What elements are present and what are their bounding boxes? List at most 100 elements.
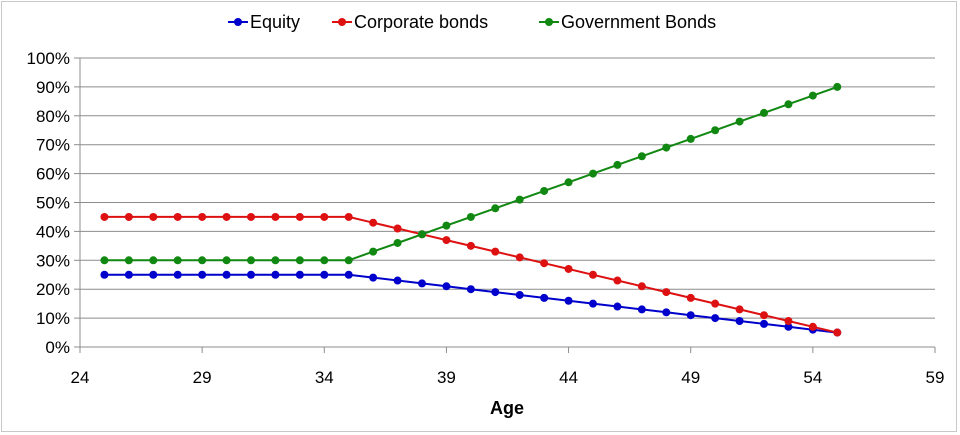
- y-tick-label: 100%: [27, 49, 70, 68]
- data-point: [344, 256, 353, 265]
- data-point: [344, 270, 353, 279]
- data-point: [320, 270, 329, 279]
- data-point: [418, 230, 426, 239]
- data-point: [369, 218, 378, 227]
- gridlines: [80, 57, 935, 319]
- data-point: [589, 299, 597, 308]
- y-tick-label: 40%: [36, 222, 70, 241]
- data-point: [247, 212, 255, 221]
- data-point: [760, 311, 768, 320]
- data-point: [173, 270, 182, 279]
- legend-label: Equity: [250, 12, 300, 32]
- y-tick-label: 20%: [36, 280, 70, 299]
- data-point: [686, 293, 695, 302]
- x-tick-label: 39: [437, 368, 456, 387]
- data-point: [149, 212, 158, 221]
- data-point: [662, 288, 671, 297]
- y-tick-label: 70%: [36, 136, 70, 155]
- data-point: [198, 270, 207, 279]
- data-point: [637, 152, 646, 161]
- data-point: [662, 143, 671, 152]
- series-lines: [100, 82, 842, 337]
- series-government-bonds: [100, 82, 842, 265]
- data-point: [173, 256, 182, 265]
- data-point: [393, 224, 402, 233]
- data-point: [393, 276, 402, 285]
- data-point: [442, 236, 451, 245]
- data-point: [393, 238, 402, 247]
- data-point: [564, 178, 573, 187]
- data-point: [686, 134, 695, 143]
- data-point: [784, 100, 793, 109]
- data-point: [124, 270, 133, 279]
- legend-item: Government Bonds: [539, 12, 716, 32]
- data-point: [711, 126, 720, 135]
- data-point: [124, 256, 133, 265]
- data-point: [173, 212, 182, 221]
- data-point: [149, 270, 158, 279]
- data-point: [418, 279, 426, 288]
- data-point: [466, 212, 475, 221]
- y-tick-label: 60%: [36, 165, 70, 184]
- legend-item: Corporate bonds: [332, 12, 488, 32]
- x-tick-label: 34: [315, 368, 334, 387]
- data-point: [149, 256, 158, 265]
- data-point: [760, 108, 768, 117]
- data-point: [686, 311, 695, 320]
- data-point: [295, 256, 304, 265]
- data-point: [271, 256, 280, 265]
- x-tick-label: 59: [926, 368, 945, 387]
- series-line: [104, 273, 838, 334]
- data-point: [784, 316, 793, 325]
- data-point: [735, 305, 744, 314]
- data-point: [564, 296, 573, 305]
- data-point: [344, 212, 353, 221]
- data-point: [100, 256, 109, 265]
- data-point: [808, 91, 817, 100]
- x-tick-label: 24: [71, 368, 90, 387]
- axes: [74, 57, 936, 353]
- legend-item: Equity: [228, 12, 300, 32]
- data-point: [540, 186, 549, 195]
- x-tick-label: 29: [193, 368, 212, 387]
- data-point: [784, 322, 793, 331]
- data-point: [613, 276, 622, 285]
- data-point: [515, 290, 524, 299]
- data-point: [442, 221, 451, 230]
- y-tick-label: 0%: [45, 338, 70, 357]
- series-equity: [100, 270, 842, 337]
- series-corporate-bonds: [100, 212, 842, 337]
- x-tick-label: 54: [803, 368, 822, 387]
- data-point: [589, 169, 597, 178]
- data-point: [442, 282, 451, 291]
- data-point: [808, 322, 817, 331]
- data-point: [271, 270, 280, 279]
- data-point: [833, 328, 842, 337]
- data-point: [369, 273, 378, 282]
- data-point: [662, 308, 671, 317]
- data-point: [100, 270, 109, 279]
- legend-marker: [234, 18, 242, 26]
- data-point: [369, 247, 378, 256]
- data-point: [222, 212, 231, 221]
- data-point: [735, 117, 744, 126]
- data-point: [613, 302, 622, 311]
- data-point: [247, 270, 255, 279]
- x-tick-label: 49: [681, 368, 700, 387]
- legend-marker: [545, 18, 553, 26]
- data-point: [711, 299, 720, 308]
- data-point: [271, 212, 280, 221]
- x-tick-labels: 24 29 34 39 44 49 54 59: [71, 368, 945, 387]
- y-tick-label: 10%: [36, 309, 70, 328]
- data-point: [637, 282, 646, 291]
- data-point: [198, 212, 207, 221]
- data-point: [540, 259, 549, 268]
- data-point: [637, 305, 646, 314]
- data-point: [466, 241, 475, 250]
- data-point: [760, 319, 768, 328]
- data-point: [320, 212, 329, 221]
- y-tick-label: 30%: [36, 251, 70, 270]
- x-tick-label: 44: [559, 368, 578, 387]
- data-point: [124, 212, 133, 221]
